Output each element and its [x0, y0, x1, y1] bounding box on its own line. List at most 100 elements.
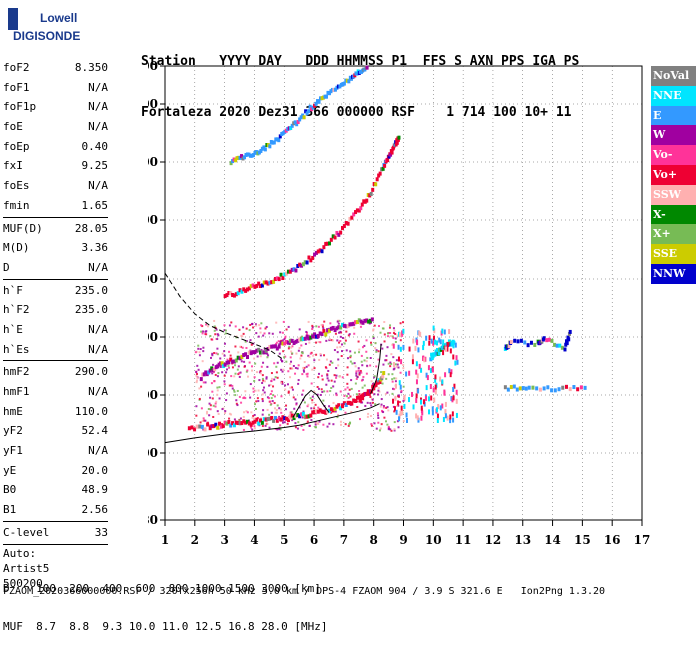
echo-point	[261, 393, 264, 396]
echo-point	[385, 354, 388, 357]
echo-point	[297, 364, 300, 367]
param-name: B1	[3, 503, 17, 517]
echo-point	[259, 418, 263, 423]
echo-point	[230, 375, 233, 378]
echo-point	[436, 413, 439, 419]
echo-point	[346, 324, 350, 329]
x-tick-label: 3	[220, 533, 228, 547]
echo-point	[216, 338, 219, 341]
echo-point	[201, 419, 204, 422]
echo-point	[212, 424, 216, 429]
echo-point	[322, 327, 325, 330]
echo-point	[236, 355, 240, 360]
echo-point	[347, 392, 350, 395]
echo-point	[338, 319, 341, 322]
echo-point	[333, 406, 337, 411]
y-tick-label: 500	[148, 272, 158, 286]
echo-point	[450, 341, 453, 347]
legend-item-vo: Vo-	[651, 145, 696, 165]
echo-point	[553, 388, 557, 393]
echo-point	[310, 382, 313, 385]
echo-point	[263, 332, 266, 335]
echo-point	[426, 375, 429, 381]
echo-point	[301, 337, 305, 342]
echo-point	[215, 352, 218, 355]
echo-point	[204, 419, 207, 422]
echo-point	[361, 396, 365, 401]
echo-point	[252, 414, 255, 417]
echo-point	[321, 390, 324, 393]
echo-point	[234, 364, 237, 367]
echo-point	[264, 417, 268, 422]
echo-point	[213, 367, 217, 372]
echo-point	[253, 417, 256, 420]
echo-point	[394, 140, 398, 145]
echo-point	[557, 387, 561, 392]
param-value: N/A	[88, 444, 108, 458]
echo-point	[373, 393, 376, 396]
echo-point	[310, 419, 313, 422]
param-name: hmF1	[3, 385, 30, 398]
echo-point	[363, 359, 366, 362]
echo-point	[398, 416, 401, 422]
echo-point	[399, 322, 402, 325]
echo-point	[342, 401, 346, 406]
echo-point	[251, 416, 254, 419]
echo-point	[275, 346, 279, 351]
echo-point	[279, 272, 283, 277]
echo-point	[311, 255, 315, 260]
echo-point	[429, 384, 432, 390]
echo-point	[438, 337, 441, 343]
legend-item-nne: NNE	[651, 85, 696, 106]
echo-point	[390, 429, 393, 432]
echo-point	[247, 375, 250, 378]
echo-point	[365, 318, 369, 323]
echo-point	[270, 390, 273, 393]
echo-point	[455, 412, 458, 418]
echo-point	[225, 360, 229, 365]
echo-point	[392, 387, 395, 390]
echo-point	[509, 340, 513, 345]
echo-point	[354, 365, 357, 368]
distance-row: D 100 200 400 600 800 1000 1500 3000 [km…	[3, 582, 321, 595]
echo-point	[295, 122, 299, 127]
echo-point	[392, 343, 395, 349]
echo-point	[369, 402, 372, 405]
echo-point	[379, 427, 382, 430]
echo-point	[317, 340, 320, 343]
echo-point	[377, 350, 380, 353]
echo-point	[307, 109, 311, 114]
echo-point	[387, 409, 390, 412]
echo-point	[323, 390, 326, 393]
echo-point	[317, 423, 320, 426]
echo-point	[347, 79, 351, 84]
echo-point	[398, 332, 401, 338]
echo-point	[265, 376, 268, 379]
echo-point	[215, 400, 218, 403]
echo-point	[401, 410, 404, 416]
param-name: B0	[3, 483, 17, 497]
echo-point	[196, 379, 199, 382]
echo-point	[355, 370, 358, 373]
echo-point	[382, 406, 385, 409]
echo-point	[259, 331, 262, 334]
echo-point	[329, 360, 332, 363]
echo-point	[234, 325, 237, 328]
echo-point	[381, 382, 384, 385]
echo-point	[301, 393, 304, 396]
echo-point	[238, 328, 241, 331]
echo-point	[254, 389, 257, 392]
echo-point	[320, 374, 323, 377]
legend-item-x: X+	[651, 224, 696, 245]
echo-point	[432, 325, 435, 331]
echo-point	[285, 339, 289, 344]
echo-point	[245, 327, 248, 330]
echo-point	[395, 377, 398, 380]
x-tick-label: 16	[604, 533, 621, 547]
echo-point	[250, 342, 253, 345]
echo-point	[441, 328, 444, 334]
echo-point	[316, 333, 320, 338]
echo-point	[326, 377, 329, 380]
echo-point	[353, 326, 356, 329]
echo-point	[323, 320, 326, 323]
